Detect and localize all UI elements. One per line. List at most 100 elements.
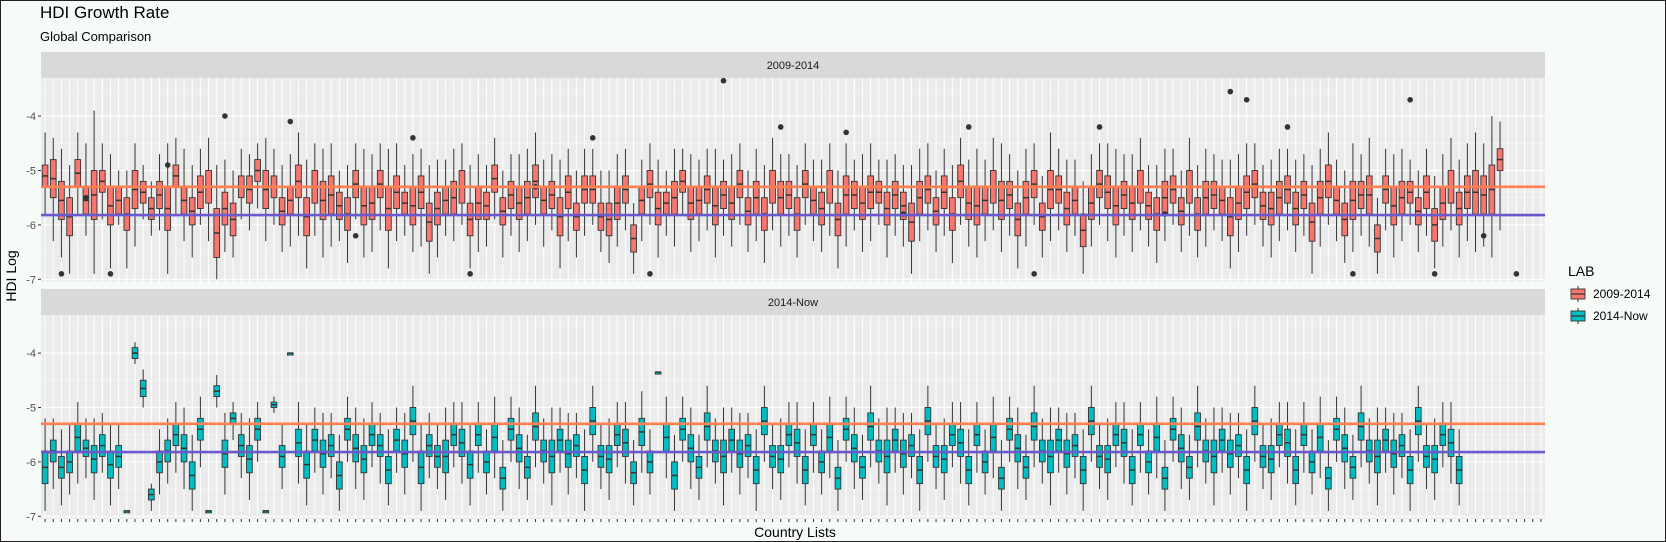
box-110 [932,423,940,490]
box-14 [148,483,155,511]
box-154 [1292,159,1300,253]
box-45 [401,165,409,236]
box-174 [1455,159,1463,258]
box-171 [1431,175,1438,269]
box-74 [638,391,646,473]
box-28 [262,510,270,514]
box-12 [131,143,139,247]
facet-strip-label: 2014-Now [768,297,818,309]
box-19 [188,165,196,258]
box-122 [1030,385,1038,468]
outlier-point [720,77,727,84]
box-35 [319,148,327,258]
box-148 [1243,143,1250,236]
box-144 [1210,154,1218,231]
box-3 [58,429,65,506]
outlier-point [1407,96,1413,103]
facet-panels: 2009-2014 -4 -5 -6 -7 2014-Now -4 -5 -6 -7 [26,52,1545,523]
box-92 [785,154,793,236]
box-104 [883,159,891,258]
box-100 [850,159,858,231]
box-24 [229,402,237,441]
box-171 [1431,418,1438,500]
box-93 [793,402,801,484]
box-162 [1357,154,1365,236]
box-3 [58,148,65,258]
box-150 [1259,423,1267,490]
y-axis-label: HDI Log [3,250,19,301]
outlier-point [1031,271,1037,277]
box-26 [246,418,253,500]
box-58 [507,154,515,236]
outlier-point [410,135,416,141]
box-120 [1014,407,1022,490]
box-19 [188,434,196,511]
box-43 [385,429,392,506]
box-119 [1006,154,1013,236]
box-100 [850,407,858,490]
box-94 [801,429,809,506]
box-141 [1186,434,1193,500]
box-56 [491,137,498,220]
box-106 [900,412,907,495]
box-79 [679,148,686,214]
legend-entry-2009-2014: 2009-2014 [1570,286,1651,302]
box-76 [654,159,662,258]
box-22 [213,165,221,280]
box-52 [458,402,466,484]
box-121 [1022,434,1030,500]
box-39 [352,407,360,490]
box-101 [859,434,866,500]
box-111 [940,418,948,500]
box-150 [1259,165,1267,247]
legend: LAB 2009-2014 2014-Now [1568,263,1651,324]
box-153 [1284,148,1291,231]
box-84 [720,159,727,236]
box-170 [1423,423,1430,490]
y-tick-label: -5 [26,165,36,177]
panel-background [41,315,1545,519]
box-7 [90,110,98,274]
box-35 [319,412,327,495]
panel-background [41,78,1545,282]
box-94 [801,143,809,225]
box-106 [900,165,907,247]
box-81 [695,434,703,500]
box-110 [932,170,940,253]
y-tick-label: -7 [26,511,36,523]
box-60 [524,148,531,242]
box-166 [1390,154,1398,258]
box-146 [1226,412,1234,495]
x-axis-label: Country Lists [754,524,836,540]
box-151 [1267,159,1275,258]
box-45 [401,412,409,495]
chart-subtitle: Global Comparison [40,29,151,44]
box-44 [393,143,400,242]
box-140 [1177,170,1185,253]
box-87 [744,170,752,253]
box-6 [82,418,90,479]
outlier-point [1227,88,1234,95]
box-14 [148,181,155,236]
box-134 [1128,429,1136,506]
box-102 [867,143,874,242]
box-37 [336,434,343,511]
box-65 [564,412,572,495]
box-136 [1145,165,1152,247]
box-168 [1406,429,1414,511]
box-88 [752,429,760,511]
box-75 [646,143,654,225]
box-20 [197,396,204,468]
box-161 [1349,434,1357,500]
box-156 [1308,165,1316,274]
box-15 [156,154,163,231]
box-149 [1251,143,1259,225]
box-161 [1349,143,1357,253]
box-154 [1292,429,1300,506]
box-102 [867,385,874,468]
box-80 [687,407,695,490]
box-69 [597,423,605,490]
box-108 [916,429,924,511]
box-118 [998,143,1005,253]
box-53 [466,165,474,269]
